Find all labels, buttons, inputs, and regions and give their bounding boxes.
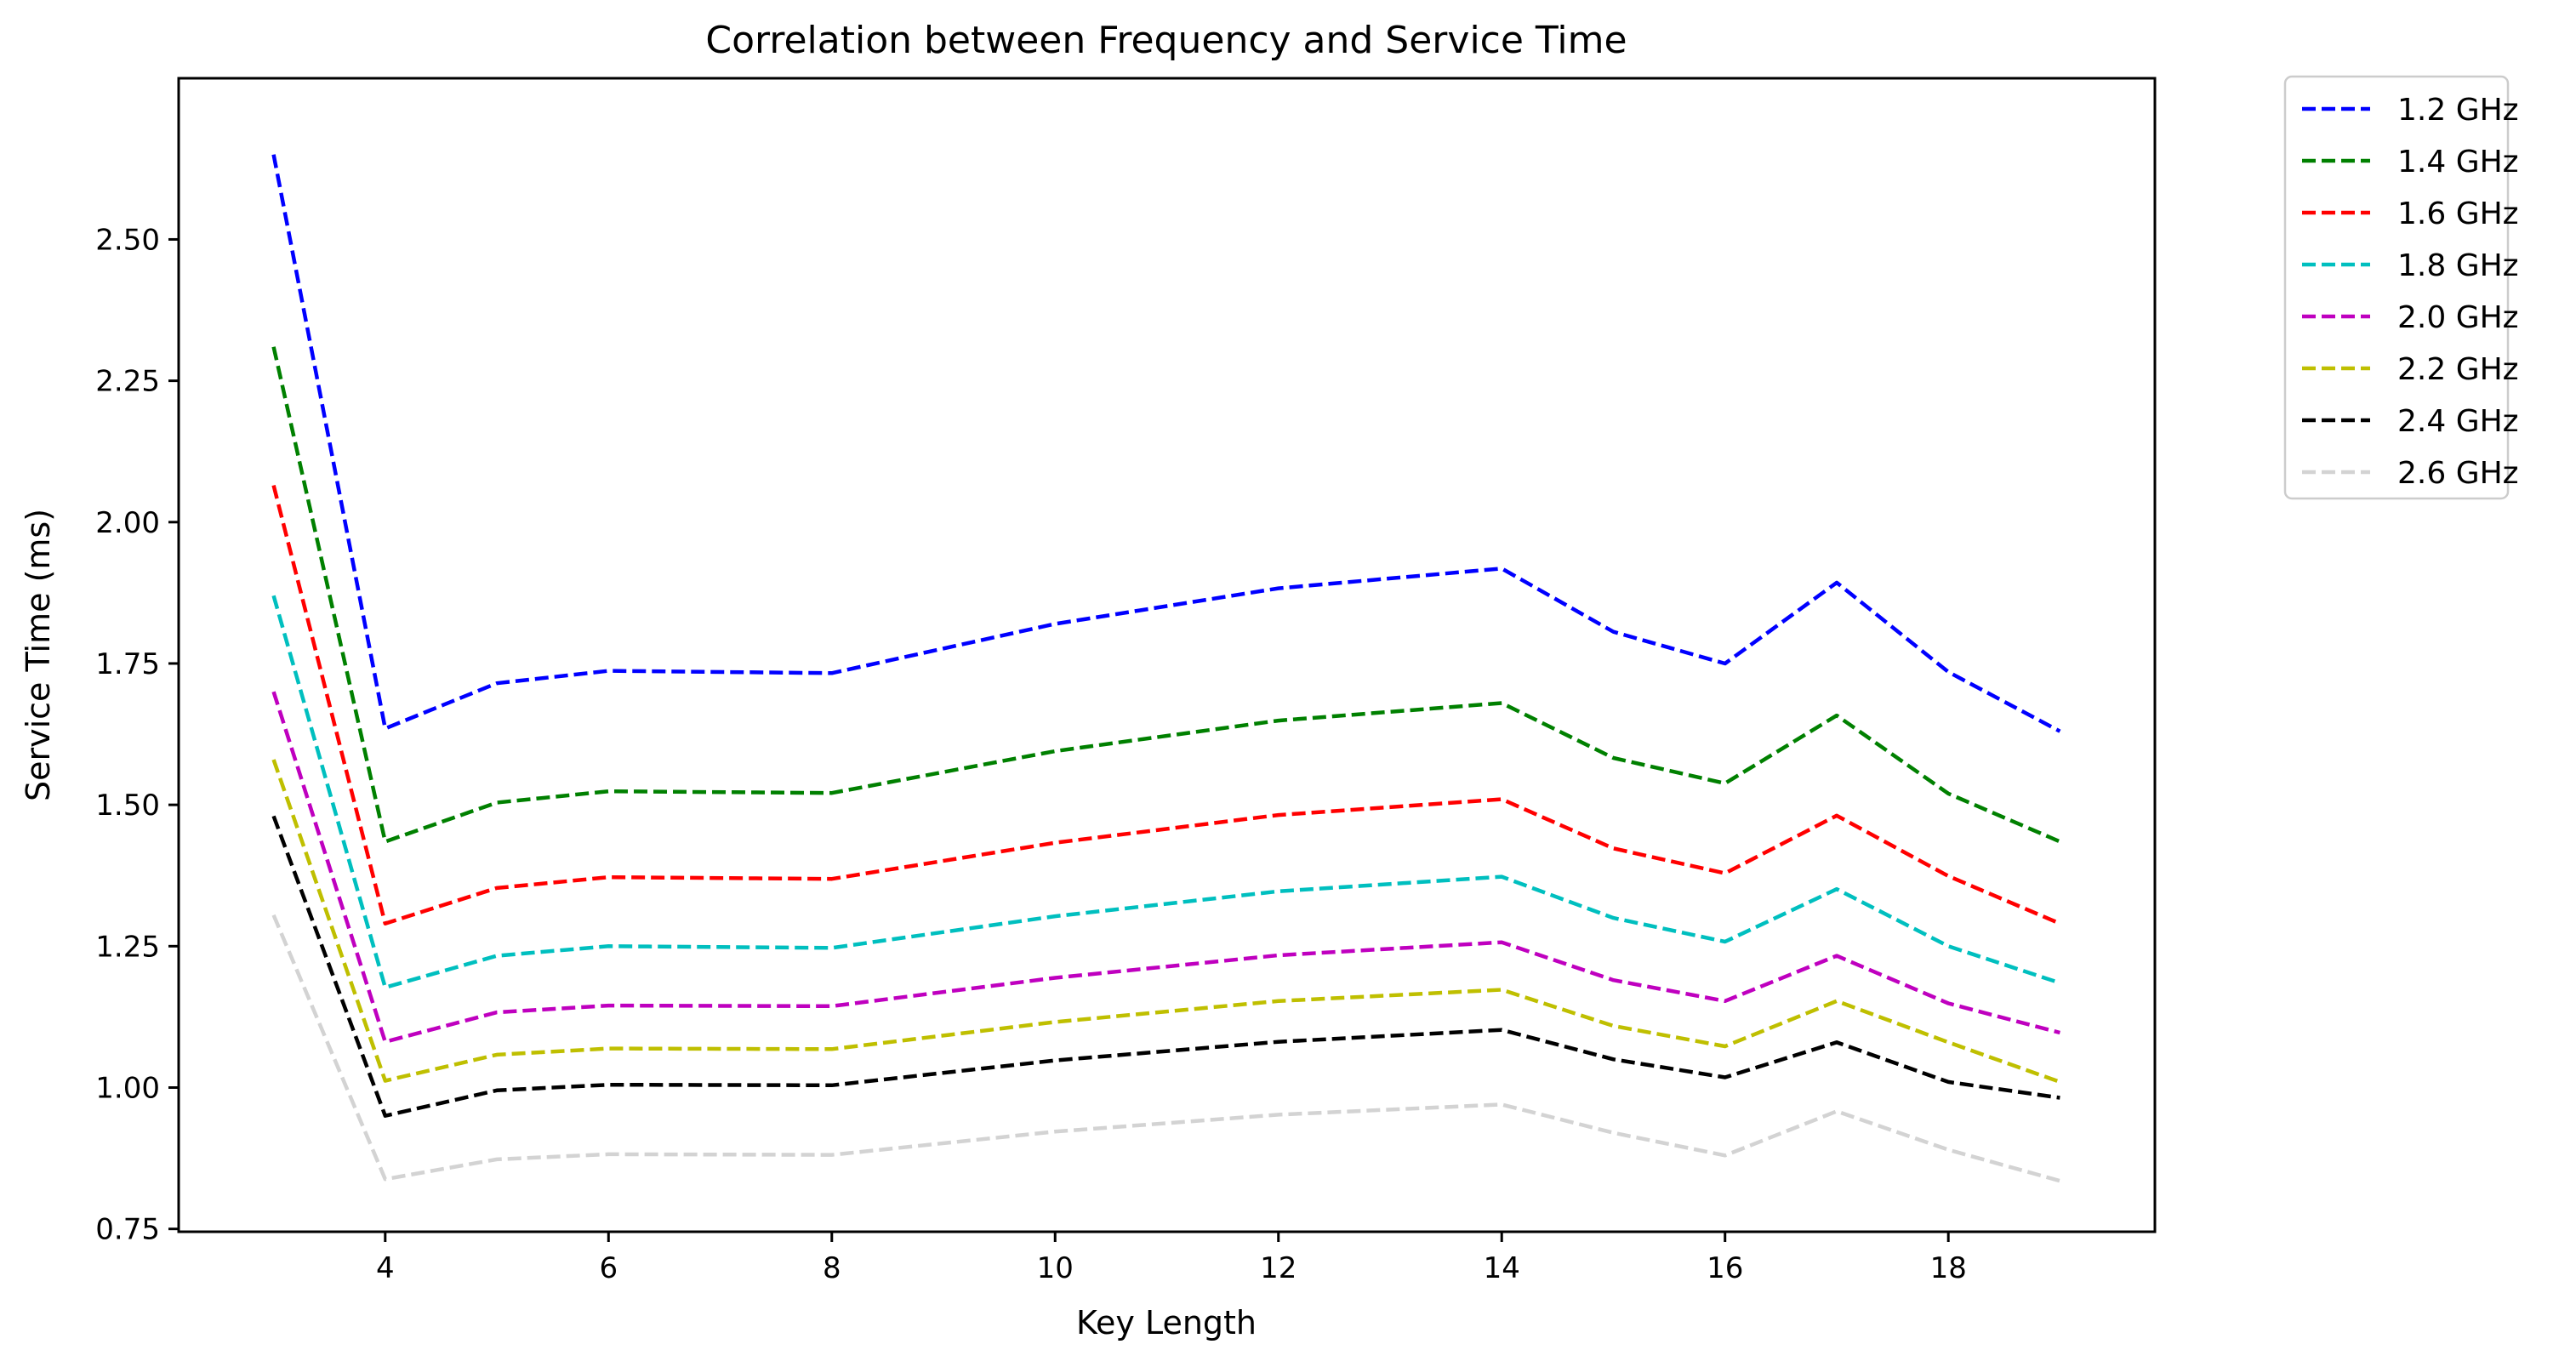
legend-label: 1.6 GHz (2397, 197, 2519, 231)
x-tick-label: 10 (1037, 1251, 1074, 1285)
legend-label: 2.4 GHz (2397, 404, 2519, 439)
legend-label: 1.4 GHz (2397, 145, 2519, 179)
legend-entry: 2.0 GHz (2302, 300, 2519, 335)
x-tick-label: 16 (1707, 1251, 1743, 1285)
series-line-6 (271, 815, 2060, 1118)
y-tick-label: 2.25 (95, 365, 160, 399)
x-tick-label: 4 (376, 1251, 395, 1285)
legend-entry: 1.4 GHz (2302, 145, 2519, 179)
legend-entries: 1.2 GHz 1.4 GHz 1.6 GHz 1.8 GHz 2.0 GHz 2.2 G… (2302, 93, 2519, 491)
x-tick-label: 18 (1930, 1251, 1967, 1285)
series-line-7 (271, 914, 2061, 1183)
y-tick-label: 2.00 (95, 506, 160, 540)
legend-label: 1.2 GHz (2397, 93, 2519, 128)
series-line-1 (271, 346, 2061, 844)
x-tick-label: 14 (1484, 1251, 1520, 1285)
series-line-5 (271, 759, 2061, 1085)
legend-entry: 1.2 GHz (2302, 93, 2519, 128)
legend: 1.2 GHz 1.4 GHz 1.6 GHz 1.8 GHz 2.0 GHz 2.2 G… (2283, 75, 2519, 500)
x-tick-label: 8 (823, 1251, 841, 1285)
x-axis-label: Key Length (1076, 1304, 1257, 1341)
plot-frame (177, 77, 2157, 1233)
legend-entry: 2.4 GHz (2302, 404, 2519, 439)
series-line-2 (271, 485, 2061, 926)
chart-title: Correlation between Frequency and Servic… (705, 19, 1627, 62)
series-line-3 (271, 595, 2061, 990)
y-tick-label: 1.00 (95, 1072, 160, 1106)
plot-lines (271, 154, 2061, 1183)
legend-entry: 2.6 GHz (2302, 456, 2519, 491)
legend-label: 1.8 GHz (2397, 248, 2519, 283)
legend-label: 2.0 GHz (2397, 300, 2519, 335)
legend-box (2283, 75, 2510, 500)
x-tick-label: 12 (1260, 1251, 1297, 1285)
y-tick-label: 2.50 (95, 223, 160, 257)
y-axis: 0.75 1.00 1.25 1.50 1.75 2.00 2.25 2.50 (95, 223, 179, 1247)
x-tick-label: 6 (599, 1251, 618, 1285)
y-tick-label: 0.75 (95, 1213, 160, 1247)
series-line-4 (271, 691, 2060, 1044)
y-tick-label: 1.50 (95, 789, 160, 823)
y-tick-label: 1.25 (95, 930, 160, 964)
series-line-0 (271, 154, 2061, 733)
legend-entry: 1.8 GHz (2302, 248, 2519, 283)
legend-entry: 2.2 GHz (2302, 352, 2519, 387)
legend-label: 2.6 GHz (2397, 456, 2519, 491)
y-axis-label: Service Time (ms) (20, 509, 57, 801)
legend-label: 2.2 GHz (2397, 352, 2519, 387)
y-tick-label: 1.75 (95, 647, 160, 681)
legend-entry: 1.6 GHz (2302, 197, 2519, 231)
x-axis: 4 6 8 10 12 14 16 18 (376, 1232, 1967, 1285)
